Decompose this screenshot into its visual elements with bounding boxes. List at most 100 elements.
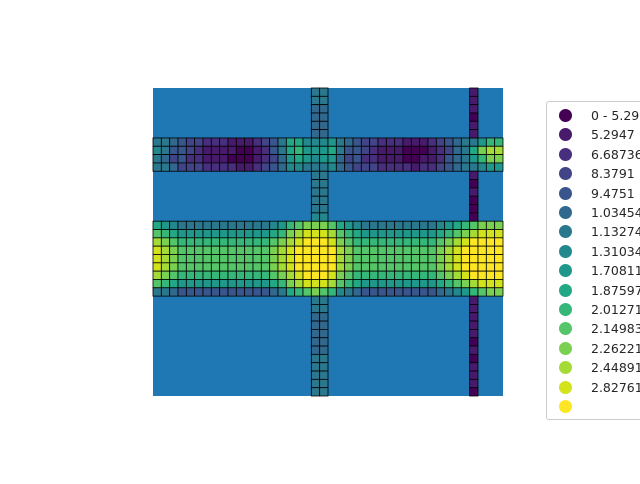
heatmap-cell [477, 287, 487, 297]
heatmap-cell [227, 154, 237, 164]
heatmap-cell [252, 245, 262, 255]
heatmap-cell [185, 162, 196, 172]
heatmap-cell [177, 154, 187, 164]
heatmap-cell [419, 270, 429, 280]
heatmap-cell [235, 254, 246, 264]
heatmap-cell [410, 162, 421, 172]
heatmap-cell [185, 254, 196, 264]
heatmap-cell [235, 287, 246, 297]
heatmap-cell [444, 237, 454, 247]
heatmap-cell [277, 245, 287, 255]
heatmap-cell [369, 145, 379, 155]
legend-label: 2.26221 [591, 340, 640, 356]
heatmap-cell [152, 287, 162, 297]
heatmap-cell [244, 137, 254, 147]
heatmap-cell [427, 287, 437, 297]
heatmap-cell [452, 254, 462, 264]
heatmap-cell [160, 229, 171, 239]
legend-item: 2.01271 [547, 302, 640, 318]
heatmap-cell [335, 145, 346, 155]
heatmap-cell [310, 229, 321, 239]
heatmap-cell [352, 237, 362, 247]
heatmap-cell [294, 229, 304, 239]
heatmap-cell [152, 145, 162, 155]
heatmap-cell [319, 170, 329, 180]
heatmap-cell [469, 270, 479, 280]
heatmap-cell [327, 237, 337, 247]
heatmap-cell [177, 270, 187, 280]
heatmap-cell [302, 237, 312, 247]
heatmap-cell [194, 229, 204, 239]
heatmap-cell [277, 220, 287, 230]
heatmap-cell [352, 162, 362, 172]
heatmap-cell [310, 154, 321, 164]
heatmap-cell [152, 229, 162, 239]
legend-label: 1.31034 [591, 243, 640, 259]
heatmap-cell [194, 220, 204, 230]
heatmap-cell [177, 162, 187, 172]
heatmap-cell [369, 154, 379, 164]
heatmap-cell [494, 154, 504, 164]
heatmap-cell [319, 245, 329, 255]
legend-swatch-icon [559, 322, 572, 336]
heatmap-cell [494, 137, 504, 147]
heatmap-cell [344, 279, 354, 289]
heatmap-cell [327, 137, 337, 147]
heatmap-cell [277, 237, 287, 247]
heatmap-cell [310, 312, 321, 322]
heatmap-cell [269, 270, 279, 280]
heatmap-cell [310, 279, 321, 289]
heatmap-cell [302, 154, 312, 164]
heatmap-cell [402, 279, 412, 289]
heatmap-cell [460, 220, 471, 230]
heatmap-cell [469, 304, 479, 314]
heatmap-cell [294, 162, 304, 172]
heatmap-cell [302, 220, 312, 230]
heatmap-cell [252, 254, 262, 264]
heatmap-cell [402, 137, 412, 147]
heatmap-cell [277, 154, 287, 164]
heatmap-cell [269, 162, 279, 172]
heatmap-cell [344, 162, 354, 172]
heatmap-cell [394, 245, 404, 255]
heatmap-cell [252, 154, 262, 164]
legend-item: 2.26221 [547, 341, 640, 357]
heatmap-cell [152, 154, 162, 164]
heatmap-cell [385, 245, 396, 255]
heatmap-cell [369, 287, 379, 297]
heatmap-cell [235, 137, 246, 147]
heatmap-cell [202, 229, 212, 239]
legend-item: 2.82761 [547, 380, 640, 396]
heatmap-cell [169, 154, 179, 164]
heatmap-cell [285, 220, 296, 230]
heatmap-cell [319, 195, 329, 205]
heatmap-cell [244, 287, 254, 297]
heatmap-cell [469, 195, 479, 205]
heatmap-cell [485, 145, 496, 155]
heatmap-cell [227, 229, 237, 239]
heatmap-cell [460, 237, 471, 247]
heatmap-cell [377, 145, 387, 155]
heatmap-cell [319, 162, 329, 172]
heatmap-cell [419, 254, 429, 264]
heatmap-cell [319, 137, 329, 147]
heatmap-cell [327, 162, 337, 172]
heatmap-cell [235, 270, 246, 280]
heatmap-cell [194, 287, 204, 297]
heatmap-cell [177, 245, 187, 255]
heatmap-cell [385, 162, 396, 172]
heatmap-cell [344, 154, 354, 164]
heatmap-cell [310, 387, 321, 397]
legend-label: 2.01271 [591, 302, 640, 317]
heatmap-cell [394, 145, 404, 155]
heatmap-cell [394, 287, 404, 297]
legend-swatch-icon [559, 264, 572, 278]
heatmap-cell [377, 220, 387, 230]
heatmap-cell [185, 262, 196, 272]
heatmap-cell [477, 279, 487, 289]
heatmap-cell [402, 145, 412, 155]
heatmap-cell [352, 220, 362, 230]
heatmap-cell [319, 320, 329, 330]
heatmap-cell [410, 137, 421, 147]
